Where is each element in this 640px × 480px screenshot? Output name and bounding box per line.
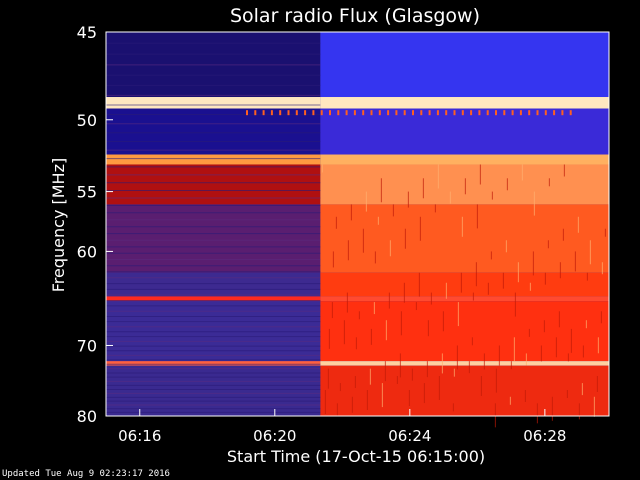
interference-spike-5 [287, 110, 290, 116]
interference-spike-21 [420, 110, 423, 116]
band-after-onset-7 [320, 296, 609, 302]
x-tick-label-1: 06:20 [253, 427, 296, 445]
interference-spike-31 [503, 110, 506, 116]
interference-spike-19 [403, 110, 406, 116]
interference-spike-35 [536, 110, 539, 116]
band-before-onset-2 [106, 108, 321, 155]
x-axis: 06:16 06:20 06:24 06:28 [118, 409, 566, 445]
band-before-onset-8 [106, 301, 321, 362]
y-tick-label-3: 60 [77, 242, 97, 261]
interference-spike-37 [553, 110, 556, 116]
interference-spike-2 [262, 110, 265, 116]
y-tick-label-2: 55 [77, 183, 97, 202]
interference-spike-24 [445, 110, 448, 116]
band-after-onset-0 [320, 32, 609, 98]
interference-spike-32 [511, 110, 514, 116]
band-after-onset-9 [320, 361, 609, 366]
band-before-onset-3 [106, 154, 321, 165]
interference-spike-0 [246, 110, 248, 116]
interference-spike-4 [279, 110, 282, 116]
band-after-onset-6 [320, 272, 609, 297]
y-tick-label-4: 70 [77, 336, 97, 355]
band-before-onset-7 [106, 296, 321, 302]
interference-spike-27 [470, 110, 473, 116]
y-tick-label-0: 45 [77, 23, 97, 42]
interference-spike-17 [387, 110, 390, 116]
interference-spike-34 [528, 110, 531, 116]
band-before-onset-6 [106, 272, 321, 297]
interference-spike-8 [312, 110, 315, 116]
interference-spike-28 [478, 110, 481, 116]
band-after-onset-3 [320, 154, 609, 165]
band-after-onset-5 [320, 204, 609, 273]
y-tick-label-5: 80 [77, 407, 97, 426]
interference-spike-7 [304, 110, 307, 116]
x-tick-label-3: 06:28 [523, 427, 566, 445]
band-before-onset-10 [106, 365, 321, 416]
band-after-onset-1 [320, 97, 609, 109]
interference-spike-3 [270, 110, 273, 116]
interference-spike-25 [453, 110, 456, 116]
y-axis-label: Frequency [MHz] [49, 158, 68, 292]
interference-spike-20 [412, 110, 414, 116]
interference-spike-14 [362, 110, 365, 116]
interference-spike-39 [569, 110, 572, 116]
interference-spike-23 [436, 110, 439, 116]
interference-spike-16 [378, 110, 381, 116]
interference-spike-12 [345, 110, 348, 116]
band-after-onset-2 [320, 108, 609, 155]
updated-timestamp: Updated Tue Aug 9 02:23:17 2016 [2, 469, 170, 479]
y-tick-label-1: 50 [77, 111, 97, 130]
interference-spike-30 [495, 110, 497, 116]
band-after-onset-10 [320, 365, 609, 416]
band-before-onset-5 [106, 204, 321, 273]
x-tick-label-2: 06:24 [388, 427, 431, 445]
interference-spike-9 [320, 110, 323, 116]
x-axis-label: Start Time (17-Oct-15 06:15:00) [227, 447, 485, 466]
interference-spike-26 [461, 110, 464, 116]
interference-spike-10 [329, 110, 331, 116]
interference-spike-11 [337, 110, 340, 116]
interference-spike-13 [353, 110, 356, 116]
interference-spike-6 [295, 110, 298, 116]
band-after-onset-8 [320, 301, 609, 362]
interference-spike-36 [544, 110, 547, 116]
interference-spike-29 [486, 110, 489, 116]
y-axis: 45 50 55 60 70 80 [77, 23, 113, 426]
interference-spike-15 [370, 110, 373, 116]
band-after-onset-4 [320, 164, 609, 205]
interference-spike-22 [428, 110, 431, 116]
interference-spike-1 [254, 110, 257, 116]
interference-spike-38 [561, 110, 564, 116]
chart-title: Solar radio Flux (Glasgow) [230, 5, 480, 27]
x-tick-label-0: 06:16 [118, 427, 161, 445]
interference-spike-33 [519, 110, 522, 116]
band-before-onset-9 [106, 361, 321, 366]
spectrogram-plot-area [105, 31, 610, 428]
band-before-onset-1 [106, 97, 321, 109]
interference-spike-18 [395, 110, 398, 116]
plot-frame [105, 31, 610, 417]
